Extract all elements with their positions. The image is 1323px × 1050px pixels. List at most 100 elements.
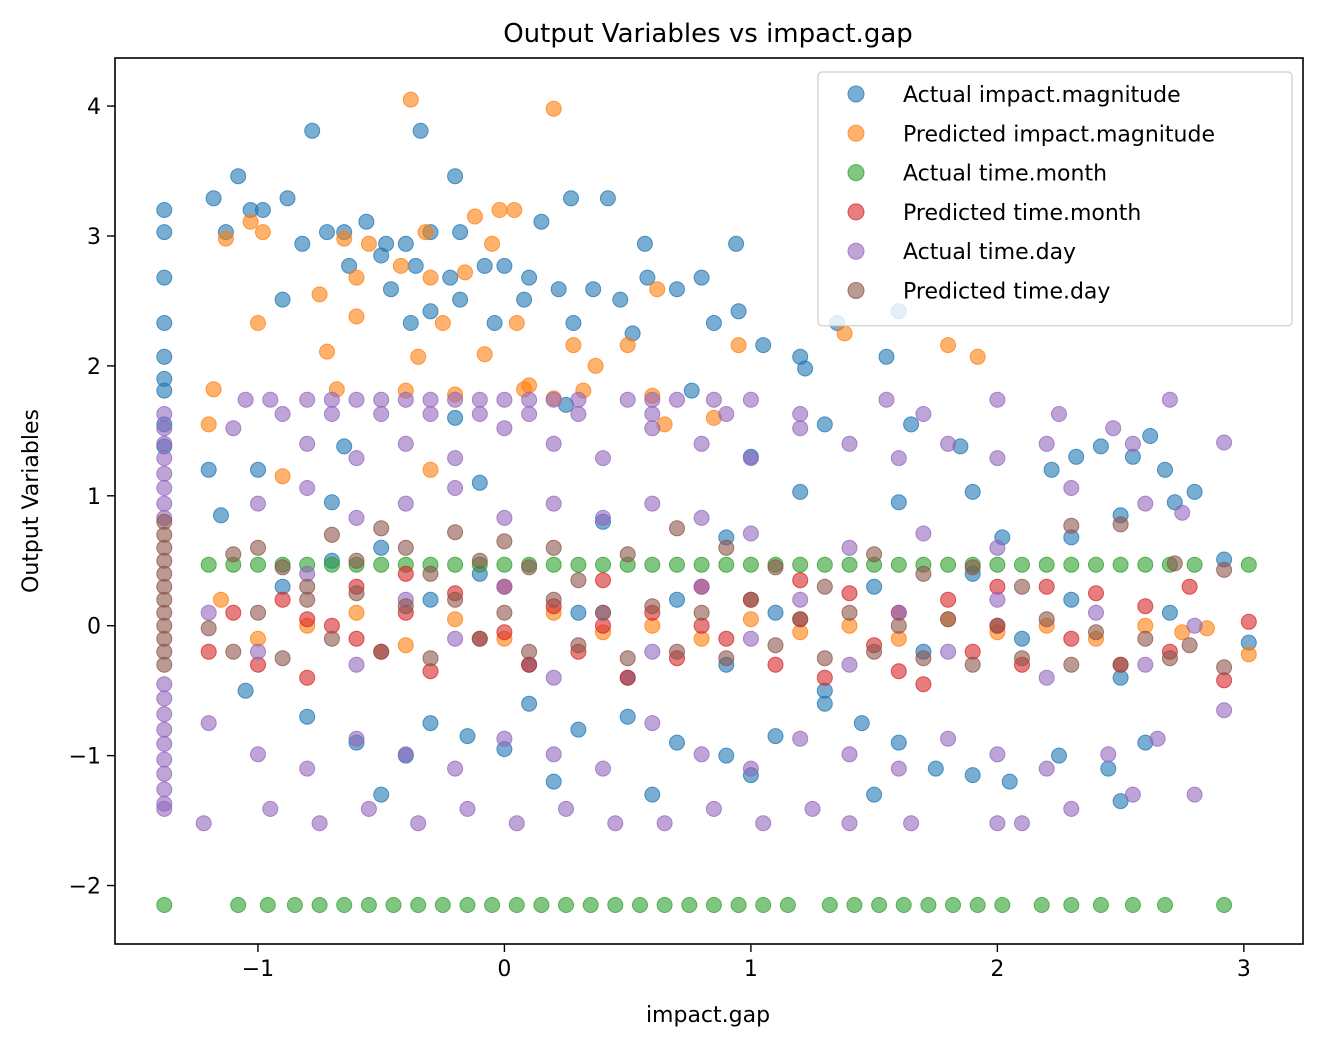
data-point — [323, 494, 340, 511]
data-point — [1092, 438, 1109, 455]
data-point — [1240, 556, 1257, 573]
data-point — [254, 202, 271, 218]
data-point — [213, 507, 229, 524]
data-point — [915, 676, 932, 693]
data-point — [619, 546, 636, 563]
data-point — [397, 435, 414, 452]
data-point — [792, 483, 809, 500]
data-point — [693, 556, 710, 573]
data-point — [545, 773, 562, 790]
data-point — [397, 598, 414, 615]
data-point — [516, 291, 533, 308]
data-point — [570, 406, 587, 422]
data-point — [816, 416, 833, 433]
data-point — [452, 224, 469, 241]
data-point — [1063, 800, 1080, 817]
data-point — [200, 643, 217, 660]
data-point — [1001, 773, 1018, 790]
data-point — [397, 746, 414, 763]
x-axis: −1 0 1 2 3 — [242, 944, 1251, 982]
data-point — [392, 257, 409, 274]
data-point — [570, 391, 587, 408]
data-point — [545, 539, 562, 556]
data-point — [299, 591, 316, 608]
data-point — [521, 695, 538, 712]
data-point — [156, 269, 173, 286]
data-point — [792, 611, 809, 628]
data-point — [1063, 591, 1080, 608]
data-point — [742, 525, 759, 542]
data-point — [693, 509, 710, 526]
data-point — [836, 325, 853, 342]
data-point — [545, 556, 562, 573]
data-point — [545, 746, 562, 763]
data-point — [779, 897, 796, 913]
data-point — [250, 556, 266, 573]
data-point — [945, 897, 961, 913]
chart-title: Output Variables vs impact.gap — [503, 19, 913, 49]
data-point — [422, 461, 439, 478]
data-point — [545, 591, 562, 608]
data-point — [205, 190, 222, 207]
data-point — [1186, 617, 1203, 634]
data-point — [644, 556, 661, 573]
data-point — [755, 337, 772, 354]
data-point — [969, 348, 986, 365]
data-point — [360, 897, 377, 913]
data-point — [156, 897, 173, 913]
data-point — [422, 303, 439, 320]
data-point — [250, 604, 266, 621]
data-point — [1033, 897, 1050, 913]
data-point — [890, 734, 907, 751]
data-point — [508, 315, 525, 331]
data-point — [718, 650, 735, 667]
data-point — [225, 546, 242, 563]
data-point — [471, 474, 488, 491]
data-point — [200, 604, 217, 621]
data-point — [570, 604, 587, 621]
data-point — [1161, 650, 1178, 667]
data-point — [323, 391, 340, 408]
x-tick-label: −1 — [242, 957, 274, 982]
data-point — [156, 706, 173, 723]
data-point — [286, 897, 303, 913]
data-point — [156, 781, 173, 798]
data-point — [156, 406, 173, 422]
data-point — [607, 897, 624, 913]
data-point — [1043, 461, 1060, 478]
data-point — [1100, 746, 1117, 763]
data-point — [457, 264, 473, 281]
data-point — [890, 494, 907, 511]
data-point — [323, 630, 340, 647]
data-point — [156, 450, 173, 467]
data-point — [619, 708, 636, 725]
data-point — [319, 343, 335, 360]
data-point — [360, 235, 377, 252]
data-point — [1240, 646, 1257, 663]
data-point — [373, 247, 390, 264]
data-point — [274, 650, 291, 667]
data-point — [1137, 598, 1154, 615]
data-point — [767, 728, 784, 745]
data-point — [417, 224, 434, 241]
data-point — [545, 391, 562, 408]
data-point — [422, 565, 439, 582]
data-point — [496, 509, 513, 526]
data-point — [459, 897, 476, 913]
data-point — [742, 391, 759, 408]
data-point — [1112, 516, 1129, 533]
data-point — [358, 213, 375, 230]
data-point — [570, 721, 587, 738]
data-point — [1038, 578, 1055, 595]
data-point — [792, 406, 809, 422]
y-tick-label: 3 — [87, 225, 101, 250]
data-point — [156, 676, 173, 693]
data-point — [1161, 391, 1178, 408]
data-point — [841, 539, 858, 556]
data-point — [373, 539, 390, 556]
data-point — [274, 291, 291, 308]
data-point — [545, 669, 562, 686]
data-point — [373, 520, 390, 537]
data-point — [890, 617, 907, 634]
